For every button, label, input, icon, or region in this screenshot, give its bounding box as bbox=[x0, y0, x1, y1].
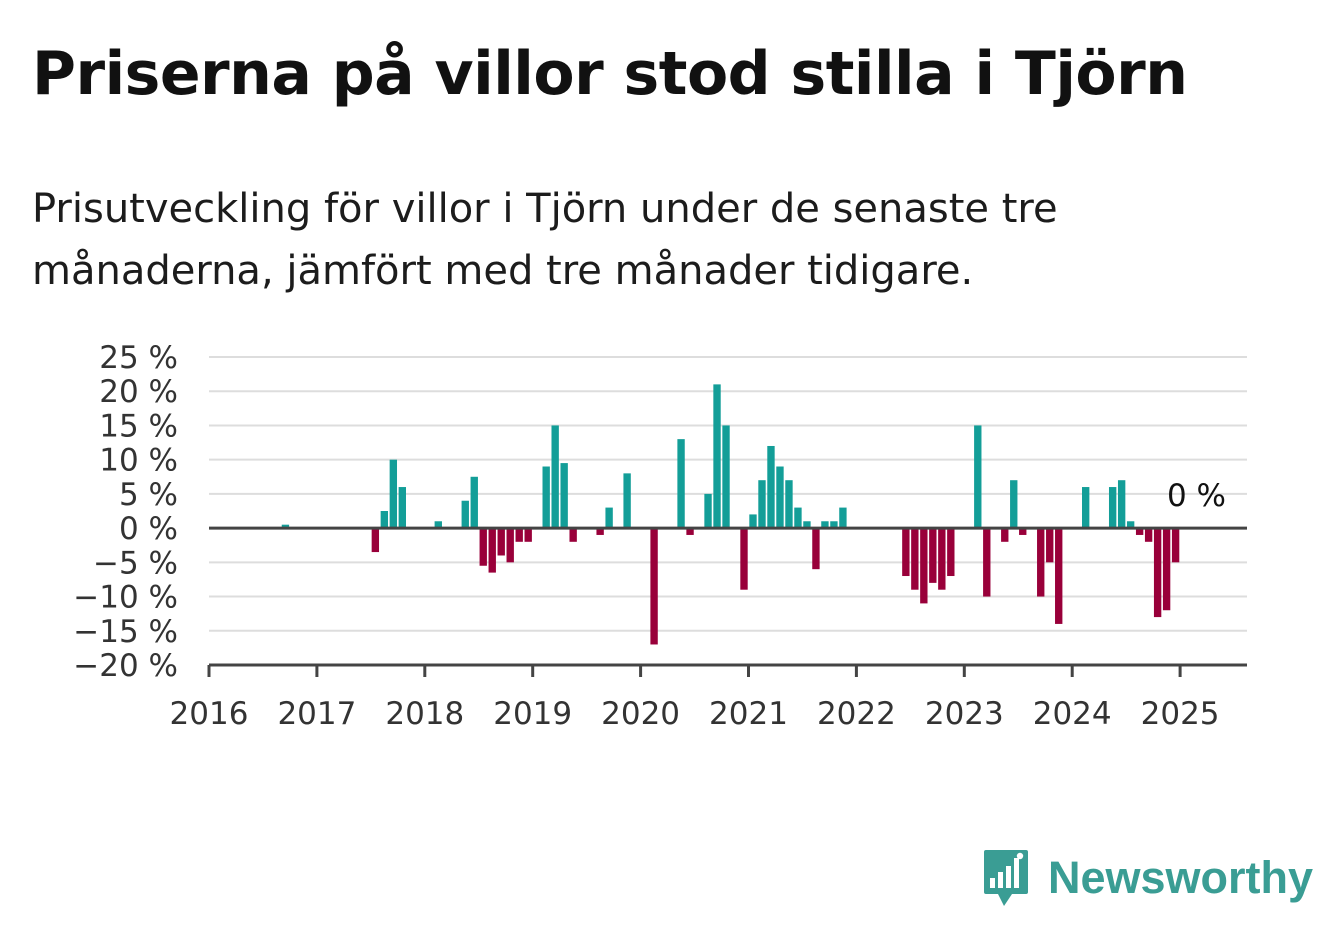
x-tick-label: 2020 bbox=[601, 696, 680, 732]
x-tick-label: 2023 bbox=[925, 696, 1004, 732]
bar-2024-02 bbox=[1082, 487, 1090, 529]
y-tick-label: 10 % bbox=[99, 443, 178, 479]
y-tick-label: 5 % bbox=[119, 477, 178, 513]
bar-2018-02 bbox=[434, 521, 442, 529]
chart-title: Priserna på villor stod stilla i Tjörn bbox=[32, 39, 1188, 109]
bar-2020-05 bbox=[677, 439, 685, 529]
bar-2021-10 bbox=[830, 521, 838, 529]
bar-2024-11 bbox=[1162, 528, 1171, 611]
bar-2023-10 bbox=[1046, 528, 1054, 563]
y-tick-label: −20 % bbox=[73, 648, 178, 684]
bar-2021-07 bbox=[803, 521, 811, 529]
bar-2024-09 bbox=[1144, 528, 1153, 542]
bar-2023-02 bbox=[974, 425, 982, 529]
bar-2021-04 bbox=[776, 466, 784, 529]
bar-2024-05 bbox=[1108, 487, 1117, 529]
bar-2020-02 bbox=[650, 528, 658, 645]
bar-2024-12 bbox=[1171, 528, 1180, 563]
y-tick-label: −5 % bbox=[93, 545, 178, 581]
bar-2017-10 bbox=[398, 487, 406, 529]
y-tick-label: −15 % bbox=[73, 614, 178, 650]
bar-2023-03 bbox=[983, 528, 991, 597]
x-tick-label: 2018 bbox=[385, 696, 464, 732]
chart-subtitle: Prisutveckling för villor i Tjörn under … bbox=[32, 186, 1058, 294]
y-tick-label: 25 % bbox=[99, 340, 178, 376]
bar-2022-06 bbox=[902, 528, 910, 577]
bar-2022-09 bbox=[929, 528, 937, 583]
bar-2018-08 bbox=[488, 528, 496, 573]
bar-2023-07 bbox=[1019, 528, 1027, 535]
bar-2020-12 bbox=[740, 528, 748, 590]
bar-2019-05 bbox=[569, 528, 577, 542]
bar-2021-09 bbox=[821, 521, 829, 529]
bar-2018-06 bbox=[470, 476, 478, 529]
x-tick-label: 2022 bbox=[817, 696, 896, 732]
bar-2022-10 bbox=[938, 528, 946, 590]
y-tick-label: 20 % bbox=[99, 374, 178, 410]
bar-2018-05 bbox=[461, 500, 469, 529]
bar-2024-10 bbox=[1153, 528, 1162, 618]
y-tick-label: 15 % bbox=[99, 408, 178, 444]
bar-2020-09 bbox=[713, 384, 721, 529]
bar-2023-09 bbox=[1037, 528, 1045, 597]
bar-2018-09 bbox=[497, 528, 505, 556]
y-tick-labels: 25 %20 %15 %10 %5 %0 %−5 %−10 %−15 %−20 … bbox=[73, 340, 178, 684]
x-tick-label: 2016 bbox=[170, 696, 249, 732]
bar-2024-07 bbox=[1126, 521, 1135, 529]
bar-2019-09 bbox=[605, 507, 613, 529]
bar-2019-02 bbox=[542, 466, 550, 529]
bar-2021-01 bbox=[749, 514, 757, 529]
x-tick-label: 2019 bbox=[493, 696, 572, 732]
bar-2024-06 bbox=[1117, 480, 1126, 529]
newsworthy-logo-icon bbox=[984, 850, 1028, 906]
axes bbox=[207, 526, 1247, 677]
bar-2021-03 bbox=[767, 445, 775, 529]
bar-2019-11 bbox=[623, 473, 631, 529]
bar-2020-06 bbox=[686, 528, 694, 535]
bar-2017-07 bbox=[371, 528, 380, 553]
x-tick-label: 2021 bbox=[709, 696, 788, 732]
bar-2023-11 bbox=[1055, 528, 1063, 624]
bar-2018-11 bbox=[515, 528, 523, 542]
bars bbox=[281, 384, 1180, 645]
bar-2019-04 bbox=[560, 463, 568, 529]
bar-2021-08 bbox=[812, 528, 820, 570]
y-tick-label: −10 % bbox=[73, 580, 178, 616]
y-tick-label: 0 % bbox=[119, 511, 178, 547]
newsworthy-logo: Newsworthy bbox=[982, 848, 1313, 908]
bar-2021-11 bbox=[839, 507, 847, 529]
x-tick-label: 2025 bbox=[1141, 696, 1220, 732]
bar-2019-08 bbox=[596, 528, 604, 535]
bar-2020-08 bbox=[704, 493, 712, 529]
bar-2021-05 bbox=[785, 480, 793, 529]
brand-name: Newsworthy bbox=[1048, 852, 1314, 903]
bar-2017-09 bbox=[389, 459, 398, 529]
x-tick-label: 2024 bbox=[1033, 696, 1112, 732]
bar-2022-08 bbox=[920, 528, 928, 604]
x-tick-labels: 2016 2017 2018 2019 2020 2021 2022 2023 2024 2025 bbox=[170, 696, 1220, 732]
last-value-label: 0 % bbox=[1167, 478, 1226, 514]
bar-2017-08 bbox=[380, 511, 389, 529]
bar-2018-10 bbox=[506, 528, 514, 563]
bar-2018-07 bbox=[479, 528, 487, 566]
bar-2016-09 bbox=[281, 524, 290, 529]
bar-2024-08 bbox=[1135, 528, 1144, 535]
bar-2021-02 bbox=[758, 480, 766, 529]
bar-2018-12 bbox=[524, 528, 532, 542]
bar-2020-10 bbox=[722, 425, 730, 529]
bar-2023-05 bbox=[1001, 528, 1009, 542]
bar-2019-03 bbox=[551, 425, 559, 529]
bar-2022-07 bbox=[911, 528, 919, 590]
bar-2021-06 bbox=[794, 507, 802, 529]
bar-2023-06 bbox=[1010, 480, 1018, 529]
bar-2022-11 bbox=[947, 528, 955, 577]
x-tick-label: 2017 bbox=[277, 696, 356, 732]
bar-chart: 25 %20 %15 %10 %5 %0 %−5 %−10 %−15 %−20 … bbox=[73, 340, 1247, 732]
